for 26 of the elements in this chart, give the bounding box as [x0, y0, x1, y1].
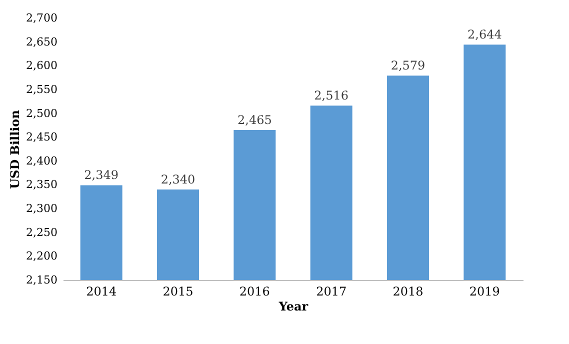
- y-tick-label: 2,650: [26, 35, 58, 48]
- data-label: 2,465: [237, 112, 272, 127]
- data-label: 2,516: [314, 88, 349, 103]
- data-label: 2,340: [160, 172, 196, 186]
- y-tick-label: 2,200: [26, 250, 58, 263]
- y-tick-label: 2,350: [26, 178, 58, 192]
- y-tick-label: 2,700: [26, 12, 58, 24]
- y-tick-label: 2,250: [26, 226, 58, 239]
- data-label: 2,579: [390, 58, 426, 73]
- y-tick-label: 2,550: [26, 82, 58, 96]
- data-label: 2,644: [467, 28, 502, 42]
- x-tick-label: 2019: [469, 284, 500, 298]
- x-tick-label: 2014: [86, 284, 117, 298]
- x-axis-title: Year: [278, 300, 309, 314]
- y-tick-label: 2,500: [26, 106, 58, 120]
- y-tick-label: 2,450: [26, 130, 58, 144]
- y-tick-label: 2,600: [26, 59, 58, 72]
- x-tick-label: 2017: [316, 284, 347, 298]
- y-tick-label: 2,300: [26, 202, 58, 216]
- y-axis-title: USD Billion: [8, 110, 22, 189]
- x-tick-label: 2018: [392, 284, 424, 298]
- y-tick-label: 2,400: [26, 154, 58, 168]
- y-tick-label: 2,150: [26, 274, 58, 286]
- data-label: 2,349: [84, 168, 119, 182]
- x-tick-label: 2016: [239, 284, 270, 298]
- x-tick-label: 2015: [162, 284, 194, 298]
